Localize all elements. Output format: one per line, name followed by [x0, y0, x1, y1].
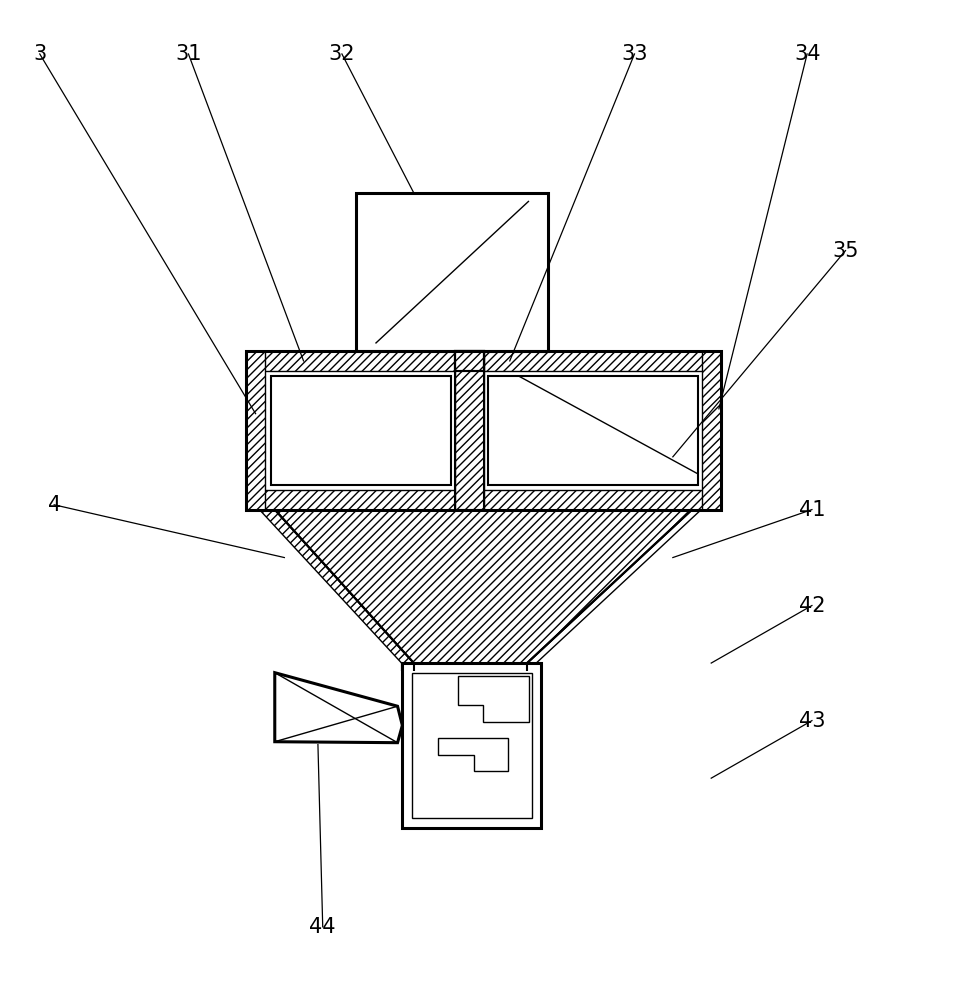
- Text: 33: 33: [621, 44, 647, 64]
- Bar: [487, 376, 697, 485]
- Text: 34: 34: [793, 44, 820, 64]
- Text: 31: 31: [175, 44, 202, 64]
- Bar: [246, 351, 265, 510]
- Text: 41: 41: [798, 500, 825, 520]
- Text: 35: 35: [831, 241, 858, 261]
- Bar: [246, 351, 720, 510]
- Text: 43: 43: [798, 711, 825, 731]
- Polygon shape: [259, 510, 413, 663]
- Text: 42: 42: [798, 596, 825, 616]
- Bar: [455, 351, 483, 510]
- Polygon shape: [457, 676, 529, 722]
- Polygon shape: [275, 673, 402, 743]
- Bar: [411, 673, 531, 818]
- Text: 44: 44: [309, 917, 335, 937]
- Text: 32: 32: [329, 44, 355, 64]
- Polygon shape: [437, 738, 507, 771]
- Bar: [455, 351, 483, 510]
- Polygon shape: [275, 510, 691, 663]
- Bar: [271, 376, 451, 485]
- Polygon shape: [527, 510, 701, 663]
- Bar: [246, 351, 720, 371]
- Text: 4: 4: [47, 495, 61, 515]
- Bar: [246, 490, 720, 510]
- Bar: [356, 193, 548, 351]
- Bar: [402, 663, 541, 828]
- Text: 3: 3: [33, 44, 46, 64]
- Bar: [455, 351, 483, 371]
- Bar: [455, 351, 483, 371]
- Bar: [701, 351, 720, 510]
